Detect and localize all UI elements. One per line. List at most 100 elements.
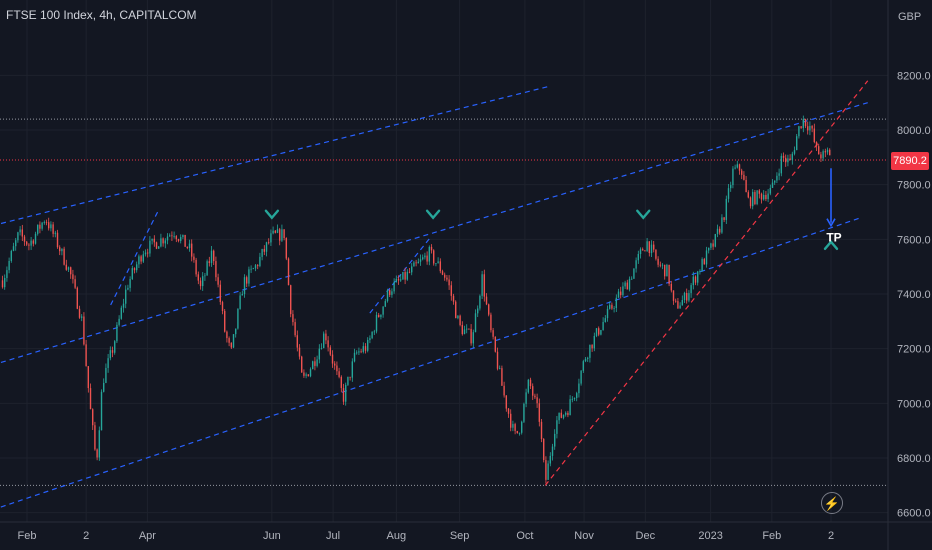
y-tick-label: 6600.0 [897, 508, 931, 520]
candle-body [193, 256, 195, 260]
candle-body [171, 235, 173, 237]
signal-markers: TP [264, 168, 842, 250]
candle-body [721, 217, 723, 233]
candle-body [567, 412, 569, 416]
candle-body [98, 430, 101, 458]
candle-body [419, 259, 422, 262]
candle-body [499, 368, 501, 369]
candle-body [413, 262, 415, 267]
candle-body [26, 241, 28, 245]
candle-body [92, 409, 94, 426]
candle-body [347, 376, 349, 385]
candle-body [213, 250, 215, 262]
candle-body [155, 242, 158, 249]
candle-body [767, 193, 769, 200]
candle-body [76, 287, 79, 309]
candle-body [105, 367, 107, 383]
candle-body [510, 413, 512, 428]
candle-body [384, 301, 387, 307]
candle-body [686, 293, 688, 301]
lightning-icon[interactable]: ⚡ [821, 492, 843, 514]
candle-body [483, 274, 486, 297]
candle-body [752, 192, 754, 207]
candle-body [129, 279, 131, 288]
candle-body [274, 230, 277, 233]
x-tick-label: 2023 [698, 530, 722, 542]
candle-body [494, 336, 497, 352]
candle-body [789, 158, 791, 161]
candle-body [760, 193, 763, 200]
candle-body [787, 158, 789, 163]
candle-body [556, 420, 558, 434]
candle-body [815, 142, 818, 147]
candle-body [798, 126, 800, 137]
chart-title: FTSE 100 Index, 4h, CAPITALCOM [6, 8, 197, 22]
candle-body [8, 260, 10, 271]
candle-body [736, 164, 739, 168]
x-tick-label: Feb [18, 530, 37, 542]
candle-body [408, 271, 411, 273]
candle-body [52, 224, 54, 234]
candle-body [714, 234, 717, 247]
candle-body [103, 382, 105, 392]
candle-body [664, 264, 666, 277]
candle-body [708, 247, 710, 251]
candle-body [547, 463, 549, 480]
candle-body [204, 275, 206, 277]
candle-body [710, 243, 712, 248]
candle-body [48, 222, 50, 229]
candle-body [813, 128, 816, 143]
x-tick-label: Aug [387, 530, 407, 542]
candle-body [485, 296, 488, 305]
candle-body [30, 240, 32, 246]
candle-body [147, 252, 149, 254]
candle-body [261, 249, 263, 257]
candle-body [219, 284, 222, 303]
candle-body [107, 358, 109, 368]
candle-body [554, 433, 556, 447]
candle-body [441, 271, 444, 275]
candle-body [741, 170, 743, 175]
candle-body [166, 236, 169, 241]
candle-body [382, 306, 384, 315]
candle-body [323, 333, 325, 349]
candle-body [325, 333, 327, 341]
candle-body [89, 388, 92, 410]
candle-body [452, 295, 455, 302]
candle-body [824, 151, 827, 153]
candle-body [287, 258, 290, 286]
candle-body [747, 192, 750, 198]
candle-body [448, 279, 450, 286]
candle-body [169, 235, 171, 237]
candle-body [6, 270, 8, 279]
candle-body [292, 314, 294, 323]
candle-body [670, 283, 673, 291]
candle-body [230, 342, 233, 348]
candle-body [534, 395, 536, 398]
candle-body [734, 167, 736, 169]
y-tick-label: 6800.0 [897, 453, 931, 465]
x-tick-label: Apr [139, 530, 156, 542]
candle-body [138, 256, 140, 265]
candle-body [173, 236, 175, 237]
candle-body [692, 276, 695, 286]
candle-body [215, 261, 217, 278]
candle-body [307, 374, 310, 377]
candle-body [745, 179, 747, 193]
candle-body [182, 234, 184, 238]
candle-body [63, 248, 65, 265]
candle-body [615, 297, 618, 309]
candle-body [70, 267, 72, 275]
candle-body [694, 276, 697, 283]
candle-body [565, 412, 567, 415]
candle-body [661, 264, 664, 266]
candle-body [802, 119, 805, 129]
candle-body [558, 412, 560, 421]
candle-body [536, 397, 538, 404]
candle-body [468, 328, 470, 330]
candle-body [158, 246, 160, 249]
candle-body [593, 335, 596, 349]
candle-body [19, 229, 21, 233]
candle-body [822, 151, 824, 159]
